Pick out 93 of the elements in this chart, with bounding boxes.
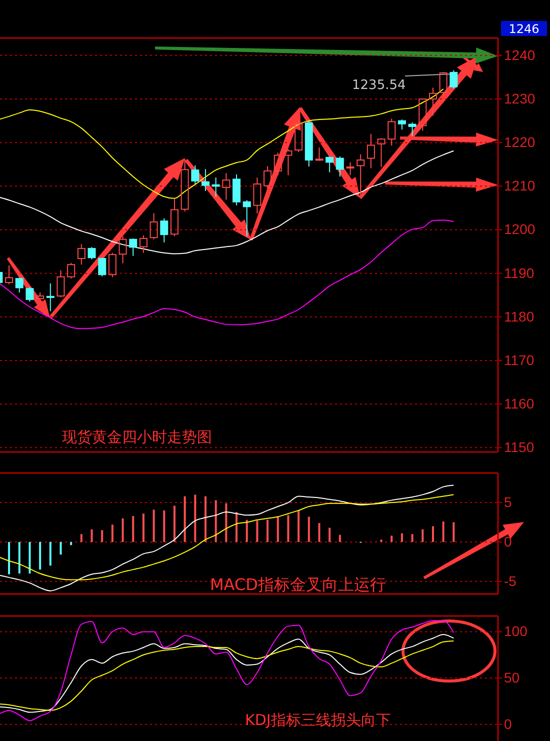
- candlestick: [377, 138, 386, 168]
- bar: [400, 533, 403, 542]
- y-tick-label: 1240: [504, 46, 536, 63]
- annotation: 现货黄金四小时走势图: [62, 428, 212, 446]
- bar: [122, 518, 124, 542]
- candlestick: [336, 156, 344, 178]
- bar: [184, 496, 186, 542]
- candlestick: [284, 148, 292, 176]
- y-tick-label: -5: [504, 572, 517, 589]
- bar: [39, 542, 42, 570]
- candlestick: [118, 236, 127, 264]
- bar: [152, 510, 155, 542]
- y-tick-label: 5: [504, 494, 512, 510]
- bar: [80, 534, 82, 542]
- bar: [163, 510, 166, 542]
- candlestick: [346, 162, 354, 176]
- text: 1246: [508, 22, 540, 36]
- candlestick: [77, 244, 86, 266]
- bar: [308, 516, 310, 542]
- candlestick: [326, 156, 334, 173]
- bar: [246, 520, 248, 542]
- bar: [60, 542, 62, 555]
- bar: [173, 506, 176, 542]
- bar: [49, 542, 52, 566]
- bar: [266, 520, 269, 542]
- bar: [132, 516, 134, 542]
- y-tick-label: 1170: [504, 352, 534, 368]
- candlestick: [212, 176, 220, 198]
- bar: [287, 515, 290, 542]
- candlestick: [56, 270, 65, 298]
- bar: [8, 542, 10, 574]
- line-series: [0, 484, 454, 592]
- candlestick: [180, 158, 189, 212]
- y-tick-label: 50: [504, 670, 520, 686]
- bar: [452, 522, 455, 542]
- candlestick: [160, 218, 168, 243]
- bar: [194, 494, 196, 542]
- bar: [28, 542, 31, 574]
- candlestick: [366, 133, 375, 169]
- candlestick: [264, 166, 272, 189]
- candlestick: [356, 154, 365, 196]
- bar: [328, 528, 331, 542]
- candlestick: [46, 282, 54, 312]
- candlestick: [170, 198, 178, 237]
- candlestick: [222, 172, 230, 200]
- candlestick: [253, 176, 262, 214]
- bar: [411, 534, 414, 542]
- bar: [18, 542, 20, 574]
- y-tick-label: 0: [504, 533, 512, 550]
- y-tick-label: 1200: [504, 221, 536, 238]
- bar: [70, 542, 72, 546]
- bar: [390, 536, 393, 542]
- candlestick: [139, 234, 148, 254]
- y-tick-label: 1160: [504, 396, 534, 412]
- bar: [142, 514, 144, 542]
- bar: [111, 524, 114, 542]
- bar: [422, 529, 424, 542]
- bar: [432, 526, 434, 542]
- line-series: [0, 220, 454, 330]
- bar: [338, 534, 341, 542]
- bar: [318, 523, 320, 542]
- y-tick-label: 1180: [504, 308, 534, 324]
- bar: [442, 521, 444, 542]
- candlestick: [418, 98, 427, 132]
- bar: [276, 516, 279, 542]
- line-series: [0, 150, 454, 254]
- candlestick: [5, 264, 14, 285]
- candlestick: [428, 87, 437, 116]
- candlestick: [408, 122, 416, 137]
- candlestick: [129, 238, 138, 256]
- bar: [90, 529, 93, 542]
- candlestick: [388, 118, 396, 146]
- bar: [204, 496, 206, 542]
- candlestick: [242, 200, 251, 237]
- candlestick: [315, 146, 324, 162]
- candlestick: [150, 212, 158, 240]
- y-tick-label: 0: [504, 716, 512, 732]
- annotation: 1235.54: [352, 78, 406, 93]
- bar: [225, 503, 228, 542]
- y-tick-label: 1150: [504, 439, 534, 456]
- y-tick-label: 1210: [504, 178, 536, 194]
- annotation: MACD指标金叉向上运行: [210, 575, 386, 594]
- y-tick-label: 1220: [504, 134, 536, 150]
- y-tick-label: 100: [504, 623, 528, 640]
- bar: [236, 512, 238, 542]
- bar: [298, 510, 300, 542]
- annotation: KDJ指标三线拐头向下: [245, 711, 391, 729]
- bar: [256, 520, 258, 542]
- y-tick-label: 1230: [504, 90, 536, 106]
- bar: [214, 500, 217, 542]
- candlestick: [202, 168, 210, 192]
- bar: [101, 530, 104, 542]
- y-tick-label: 1190: [504, 264, 534, 281]
